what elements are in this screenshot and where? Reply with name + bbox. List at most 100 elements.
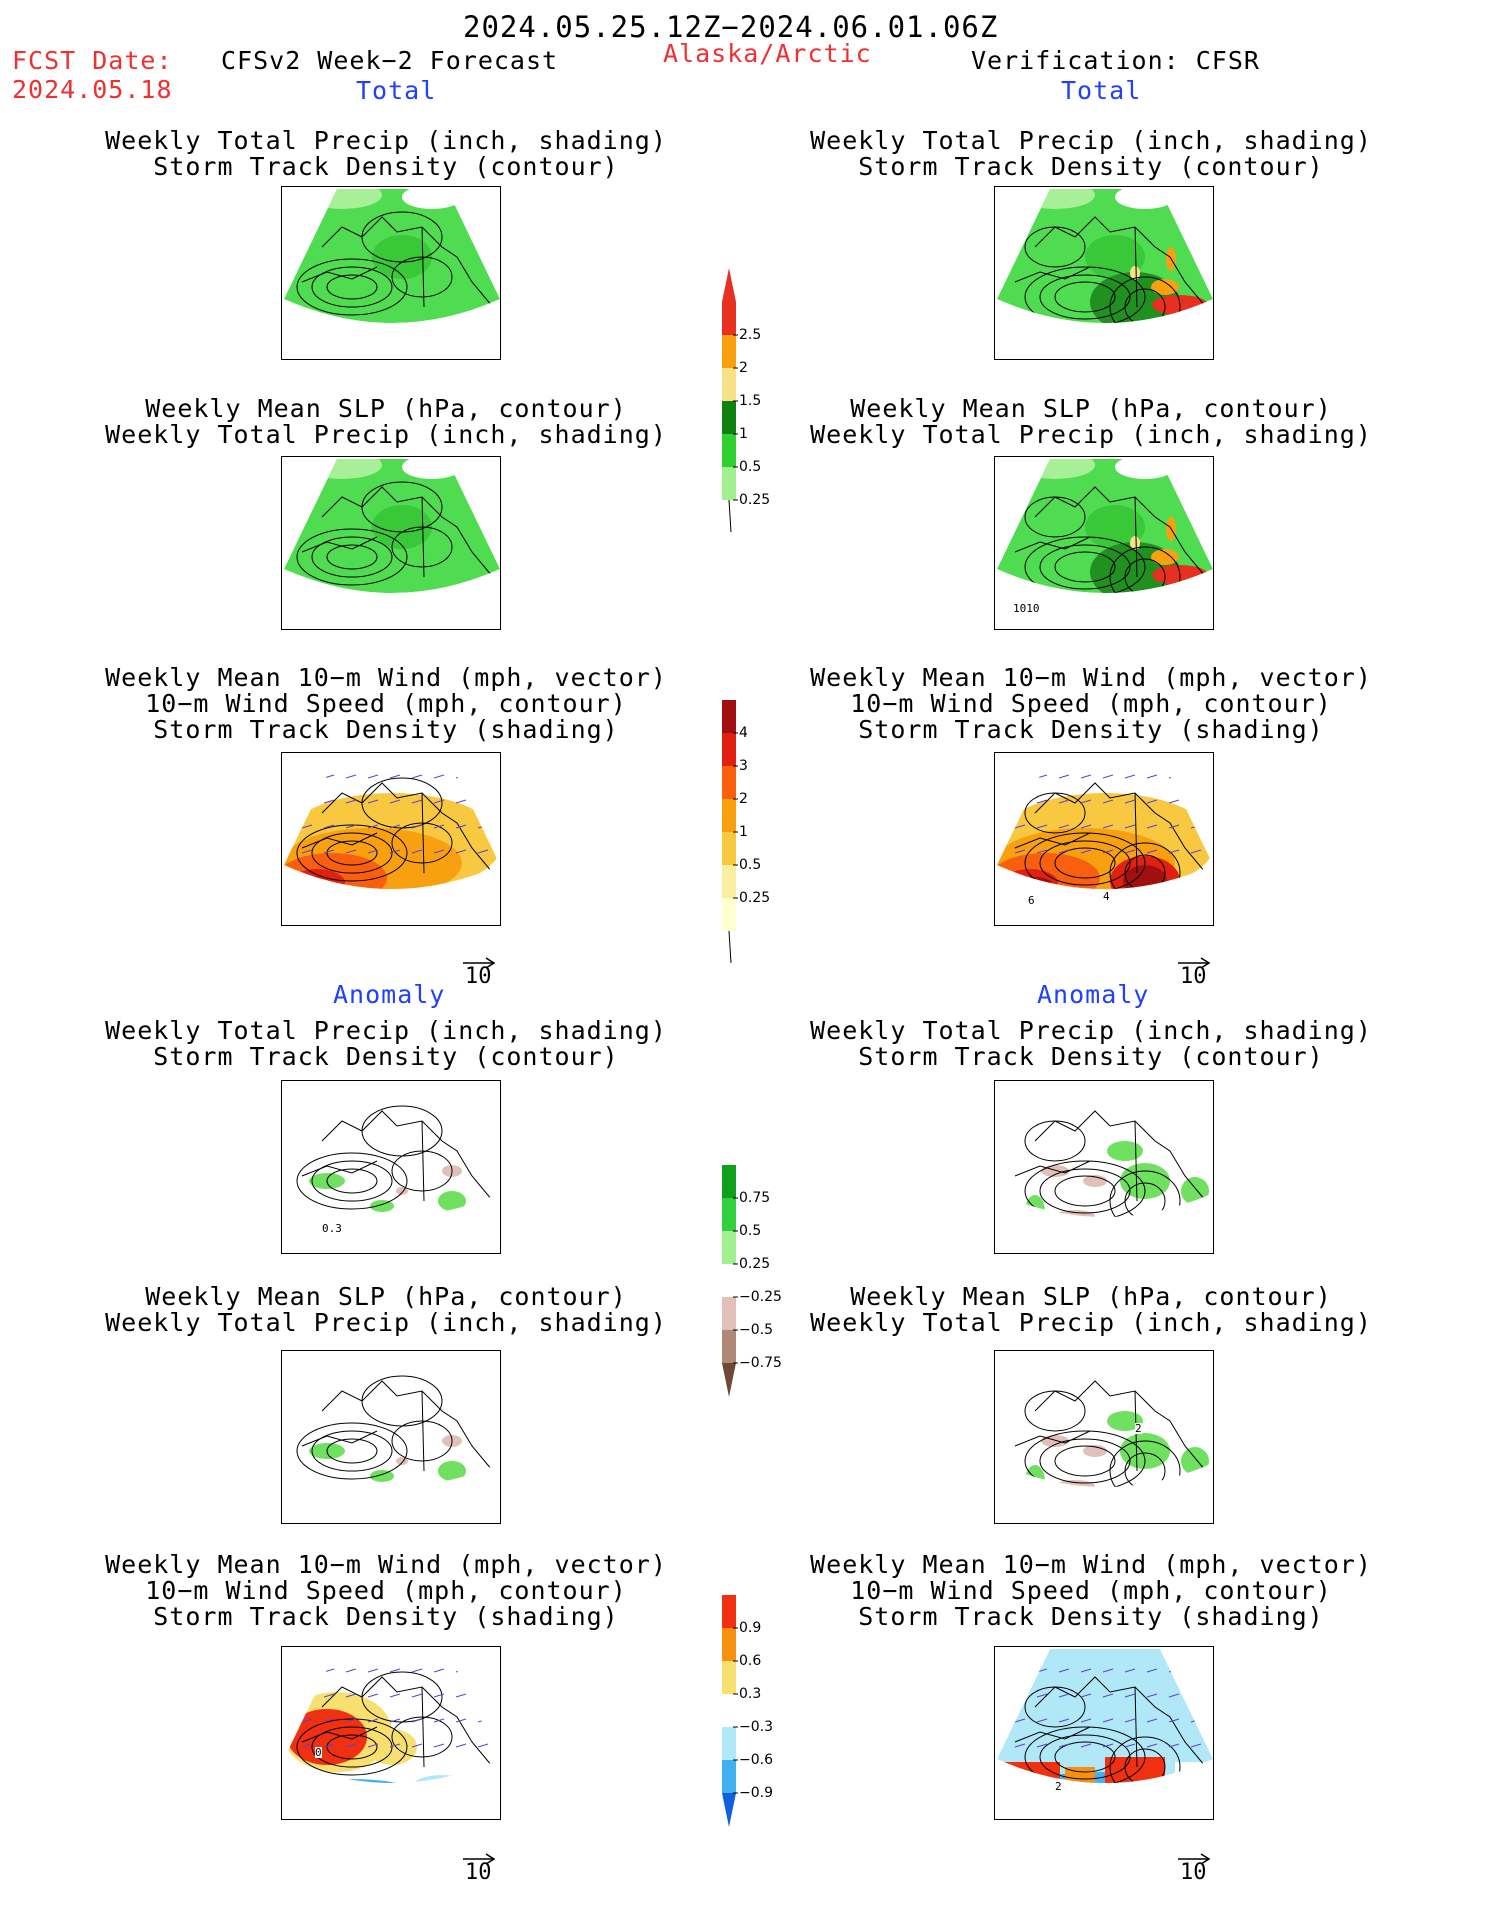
contour-line (311, 1726, 393, 1768)
wind-vector (411, 774, 423, 779)
coastline (301, 266, 378, 283)
map-canvas (284, 755, 500, 889)
wind-vector (345, 1743, 357, 1748)
wind-vector (477, 1668, 489, 1673)
wind-vector (455, 1693, 467, 1698)
wind-vector (1124, 849, 1136, 854)
wind-vector (389, 1743, 401, 1748)
contour-line (326, 840, 378, 866)
map-canvas (284, 459, 500, 593)
contour-line (1039, 274, 1131, 320)
border-line (421, 496, 425, 578)
border-line (421, 792, 425, 874)
contour-line (1109, 276, 1181, 323)
colorbar-segment (722, 467, 736, 500)
wind-vector (1102, 824, 1114, 829)
wind-vector (1168, 1693, 1180, 1698)
wind-vector (1014, 1718, 1026, 1723)
map-wind-verification-total: 6 4 (994, 752, 1214, 926)
wind-vector (411, 824, 423, 829)
panel-title-line: Weekly Total Precip (inch, shading) (810, 1016, 1372, 1045)
wind-vector (1124, 1693, 1136, 1698)
contour-line (1109, 1440, 1181, 1487)
colorbar-tick-label: 4 (739, 725, 748, 741)
coastline (301, 1160, 378, 1177)
colorbar-tick-label: −0.6 (739, 1752, 773, 1768)
colorbar-tick-label: 2 (739, 360, 748, 376)
wind-vector (1190, 1693, 1202, 1698)
contour-line (1039, 1438, 1131, 1484)
wind-vector (323, 849, 335, 854)
colorbar-tick-label: 1 (739, 426, 748, 442)
colorbar-segment (722, 335, 736, 368)
contour-line (1124, 1452, 1166, 1487)
colorbar-segment (722, 1694, 736, 1727)
wind-vector (1190, 1668, 1202, 1673)
colorbar-tick-label: 2 (739, 791, 748, 807)
coastline (1034, 782, 1211, 879)
fcst-date: 2024.05.18 (12, 75, 173, 104)
vector-scale-arrow (462, 954, 496, 969)
wind-vector (433, 849, 445, 854)
wind-vector (477, 799, 489, 804)
contour-line (1024, 1430, 1146, 1487)
wind-vector (433, 1718, 445, 1723)
wind-vector (1036, 824, 1048, 829)
section-total-right: Total (1061, 76, 1142, 105)
contour-line (296, 1718, 408, 1776)
colorbar-segment (722, 1760, 736, 1793)
contour-label: 4 (1103, 890, 1110, 903)
wind-vector (1014, 1668, 1026, 1673)
wind-vector (455, 774, 467, 779)
coastline (1034, 1676, 1211, 1773)
border-line (1134, 1120, 1138, 1202)
panel-title-line: Weekly Mean 10−m Wind (mph, vector) (810, 663, 1372, 692)
wind-vector (1058, 799, 1070, 804)
colorbar-tick-label: −0.3 (739, 1719, 773, 1735)
wind-vector (301, 849, 313, 854)
wind-vector (1190, 774, 1202, 779)
border-line (421, 1120, 425, 1202)
contour-line (391, 256, 453, 298)
map-canvas (997, 1083, 1213, 1217)
wind-vector (1058, 1743, 1070, 1748)
wind-vector (455, 1668, 467, 1673)
wind-vector (433, 824, 445, 829)
wind-vector (345, 774, 357, 779)
colorbar-tail (728, 930, 732, 964)
panel-title-line: 10−m Wind Speed (mph, contour) (850, 689, 1332, 718)
colorbar-tick-label: 2.5 (739, 327, 762, 343)
map-canvas (997, 755, 1213, 889)
coastline (321, 1676, 498, 1773)
wind-vector (1190, 1743, 1202, 1748)
border-line (1134, 496, 1138, 578)
contour-line (326, 1168, 378, 1194)
wind-vector (323, 1693, 335, 1698)
colorbar-segment (722, 434, 736, 467)
wind-vector (1124, 1718, 1136, 1723)
panel-title-line: Storm Track Density (contour) (153, 152, 619, 181)
colorbar-tick-label: 0.5 (739, 857, 762, 873)
wind-vector (1124, 774, 1136, 779)
map-precip-storm-forecast-anomaly: 0.3 (281, 1080, 501, 1254)
wind-vector (1080, 849, 1092, 854)
contour-line (391, 1420, 453, 1462)
wind-vector (1014, 1693, 1026, 1698)
wind-vector (1058, 1668, 1070, 1673)
contour-label: 6 (1028, 894, 1035, 907)
wind-vector (1190, 799, 1202, 804)
panel-title-line: Weekly Total Precip (inch, shading) (105, 126, 667, 155)
wind-vector (367, 849, 379, 854)
wind-vector (367, 1718, 379, 1723)
contour-line (296, 824, 408, 882)
wind-vector (1168, 774, 1180, 779)
wind-vector (1058, 1718, 1070, 1723)
wind-vector (1036, 849, 1048, 854)
wind-vector (1080, 824, 1092, 829)
colorbar-tick-label: 0.9 (739, 1620, 762, 1636)
panel-title-line: 10−m Wind Speed (mph, contour) (145, 689, 627, 718)
coastline (321, 486, 498, 583)
contour-line (1124, 558, 1166, 593)
wind-vector (1102, 799, 1114, 804)
colorbar-segment (722, 1198, 736, 1231)
